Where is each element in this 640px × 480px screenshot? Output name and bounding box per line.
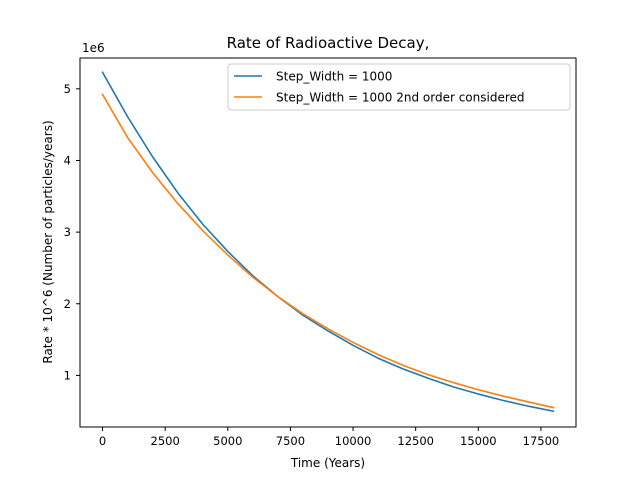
- y-tick-label: 5: [64, 82, 71, 96]
- y-axis-label: Rate * 10^6 (Number of particles/years): [41, 120, 55, 363]
- series-line-1: [101, 71, 555, 413]
- series-layer: [101, 71, 555, 413]
- x-tick-label: 12500: [397, 434, 434, 448]
- x-tick-label: 7500: [276, 434, 305, 448]
- x-tick-label: 17500: [523, 434, 560, 448]
- axes-frame: [79, 57, 577, 428]
- x-tick-label: 15000: [460, 434, 497, 448]
- y-tick-label: 3: [64, 225, 71, 239]
- x-axis-label: Time (Years): [290, 456, 365, 470]
- chart-title: Rate of Radioactive Decay,: [227, 34, 430, 52]
- legend-box: [227, 63, 571, 111]
- y-axis-offset-label: 1e6: [82, 41, 105, 55]
- y-tick-label: 1: [64, 368, 71, 382]
- y-tick-label: 2: [64, 297, 71, 311]
- plot-area: [79, 57, 577, 428]
- x-tick-label: 2500: [151, 434, 180, 448]
- x-tick-label: 0: [99, 434, 106, 448]
- x-tick-label: 10000: [335, 434, 372, 448]
- legend-items: Step_Width = 1000 Step_Width = 1000 2nd o…: [234, 70, 525, 105]
- series-line-2: [101, 93, 555, 409]
- x-axis-ticks: 0 2500 5000 7500 10000 12500 15000 17500: [99, 427, 559, 448]
- legend-label-1: Step_Width = 1000: [276, 70, 392, 84]
- legend: Step_Width = 1000 Step_Width = 1000 2nd o…: [227, 63, 571, 111]
- y-axis-ticks: 1 2 3 4 5: [64, 82, 80, 382]
- y-tick-label: 4: [64, 153, 71, 167]
- x-tick-label: 5000: [213, 434, 242, 448]
- legend-label-2: Step_Width = 1000 2nd order considered: [276, 91, 525, 105]
